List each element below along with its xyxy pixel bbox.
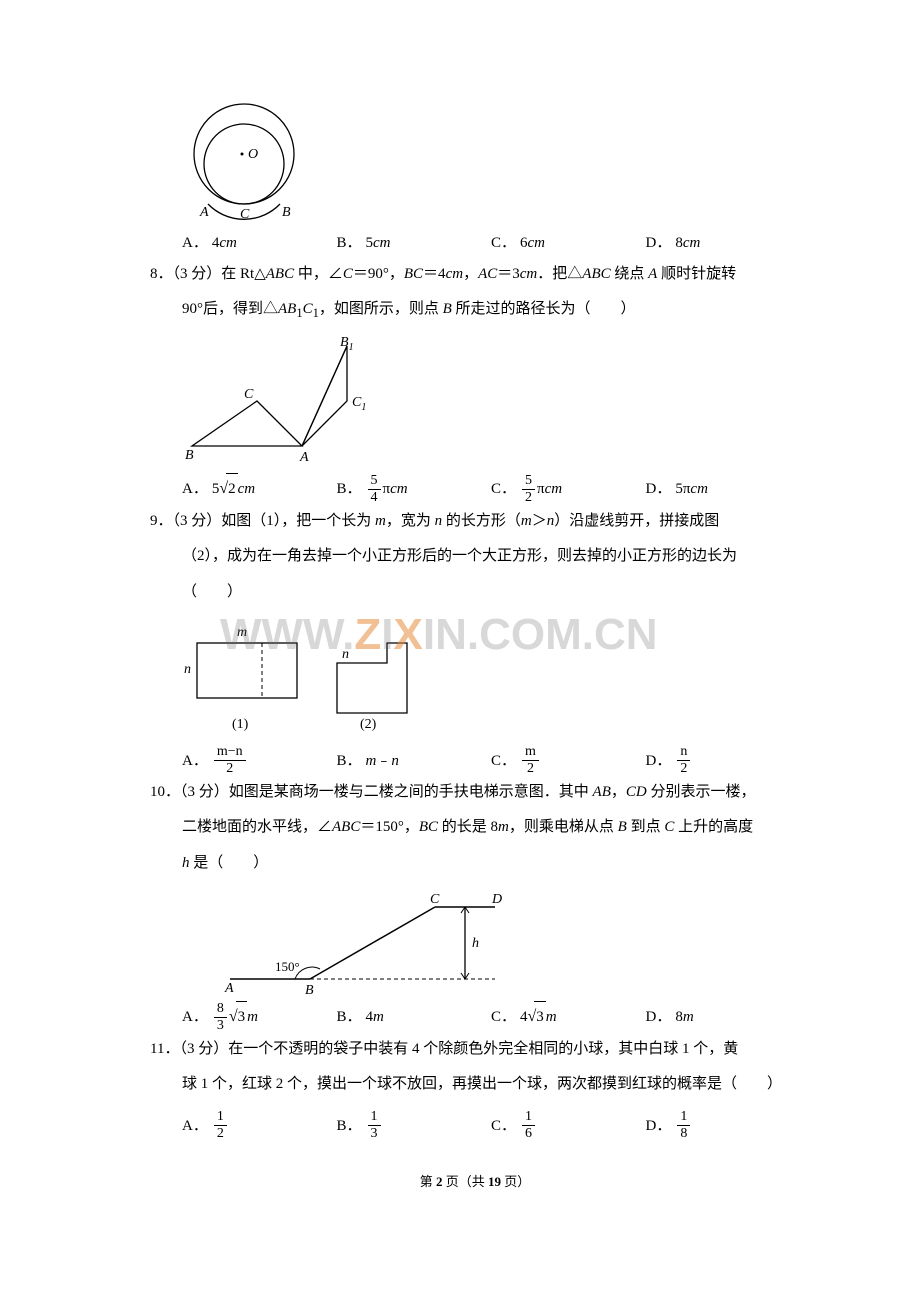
svg-text:150°: 150° xyxy=(275,959,300,974)
svg-text:m: m xyxy=(237,625,247,640)
svg-text:A: A xyxy=(299,450,309,465)
q9-opt-c: C． m2 xyxy=(491,745,646,776)
q11-options: A． 12 B． 13 C． 16 D． 18 xyxy=(150,1110,800,1141)
q9-line2: （2），成为在一角去掉一个小正方形后的一个大正方形，则去掉的小正方形的边长为 xyxy=(150,538,800,574)
svg-text:D: D xyxy=(491,892,502,907)
q10-line3: h 是（ ） xyxy=(150,845,800,881)
q8-opt-b: B． 54πcm xyxy=(337,474,492,505)
q8-line2: 90°后，得到△AB1C1，如图所示，则点 B 所走过的路径长为（ ） xyxy=(150,291,800,328)
q8-svg: B A C B1 C1 xyxy=(182,336,382,466)
q11-opt-a: A． 12 xyxy=(182,1110,337,1141)
q9-options: A． m−n2 B． m﹣n C． m2 D． n2 xyxy=(150,745,800,776)
q10-figure: A B C D 150° h xyxy=(150,889,800,999)
q8-opt-d: D． 5πcm xyxy=(646,474,801,504)
q9-opt-a: A． m−n2 xyxy=(182,745,337,776)
q10-options: A． 833m B． 4m C． 43m D． 8m xyxy=(150,1001,800,1033)
q10-line1: 10．（3 分）如图是某商场一楼与二楼之间的手扶电梯示意图．其中 AB，CD 分… xyxy=(150,776,800,809)
q11-opt-d: D． 18 xyxy=(646,1110,801,1141)
q8-figure: B A C B1 C1 xyxy=(150,336,800,471)
q8-line1: 8．（3 分）在 Rt△ABC 中，∠C＝90°，BC＝4cm，AC＝3cm．把… xyxy=(150,258,800,291)
q9-opt-d: D． n2 xyxy=(646,745,801,776)
q10-opt-b: B． 4m xyxy=(337,1002,492,1032)
q10-opt-c: C． 43m xyxy=(491,1001,646,1033)
q11: 11．（3 分）在一个不透明的袋子中装有 4 个除颜色外完全相同的小球，其中白球… xyxy=(150,1033,800,1102)
q9-line1: 9．（3 分）如图（1），把一个长为 m，宽为 n 的长方形（m＞n）沿虚线剪开… xyxy=(150,505,800,538)
svg-text:n: n xyxy=(342,647,349,662)
q8-options: A． 52cm B． 54πcm C． 52πcm D． 5πcm xyxy=(150,473,800,505)
q10-opt-a: A． 833m xyxy=(182,1001,337,1033)
q9-opt-b: B． m﹣n xyxy=(337,746,492,776)
q8: 8．（3 分）在 Rt△ABC 中，∠C＝90°，BC＝4cm，AC＝3cm．把… xyxy=(150,258,800,328)
svg-text:n: n xyxy=(184,662,191,677)
svg-text:(1): (1) xyxy=(232,717,249,732)
q9-line3: （ ） xyxy=(150,574,800,610)
q7-opt-d: D． 8cm xyxy=(646,228,801,258)
q7-figure: O A B C xyxy=(150,96,800,226)
svg-text:C: C xyxy=(430,892,440,907)
q10-line2: 二楼地面的水平线，∠ABC＝150°，BC 的长是 8m，则乘电梯从点 B 到点… xyxy=(150,809,800,845)
q7-options: A． 4cm B． 5cm C． 6cm D． 8cm xyxy=(150,228,800,258)
svg-text:B: B xyxy=(185,448,194,463)
q10: 10．（3 分）如图是某商场一楼与二楼之间的手扶电梯示意图．其中 AB，CD 分… xyxy=(150,776,800,881)
q10-svg: A B C D 150° h xyxy=(220,889,510,994)
q7-opt-a: A． 4cm xyxy=(182,228,337,258)
q9-figure: m n (1) n (2) xyxy=(150,618,800,743)
svg-text:C1: C1 xyxy=(352,395,366,413)
q8-opt-a: A． 52cm xyxy=(182,473,337,505)
q8-opt-c: C． 52πcm xyxy=(491,474,646,505)
q11-opt-b: B． 13 xyxy=(337,1110,492,1141)
svg-text:A: A xyxy=(224,981,234,994)
q11-opt-c: C． 16 xyxy=(491,1110,646,1141)
q9-svg: m n (1) n (2) xyxy=(182,618,432,738)
q7-opt-b: B． 5cm xyxy=(337,228,492,258)
page-footer: 第 2 页（共 19 页） xyxy=(150,1171,800,1190)
q7-svg: O A B C xyxy=(182,96,312,221)
q9: 9．（3 分）如图（1），把一个长为 m，宽为 n 的长方形（m＞n）沿虚线剪开… xyxy=(150,505,800,610)
svg-text:h: h xyxy=(472,936,479,951)
q11-line1: 11．（3 分）在一个不透明的袋子中装有 4 个除颜色外完全相同的小球，其中白球… xyxy=(150,1033,800,1066)
svg-text:B: B xyxy=(305,983,314,994)
page-container: O A B C A． 4cm B． 5cm C． 6cm D． 8cm 8．（3… xyxy=(0,0,920,1302)
svg-text:C: C xyxy=(244,387,254,402)
q10-opt-d: D． 8m xyxy=(646,1002,801,1032)
svg-text:(2): (2) xyxy=(360,717,377,732)
q7-label-A: A xyxy=(199,205,209,220)
q11-line2: 球 1 个，红球 2 个，摸出一个球不放回，再摸出一个球，两次都摸到红球的概率是… xyxy=(150,1066,800,1102)
q7-label-O: O xyxy=(248,147,258,162)
q7-label-B: B xyxy=(282,205,291,220)
q7-opt-c: C． 6cm xyxy=(491,228,646,258)
